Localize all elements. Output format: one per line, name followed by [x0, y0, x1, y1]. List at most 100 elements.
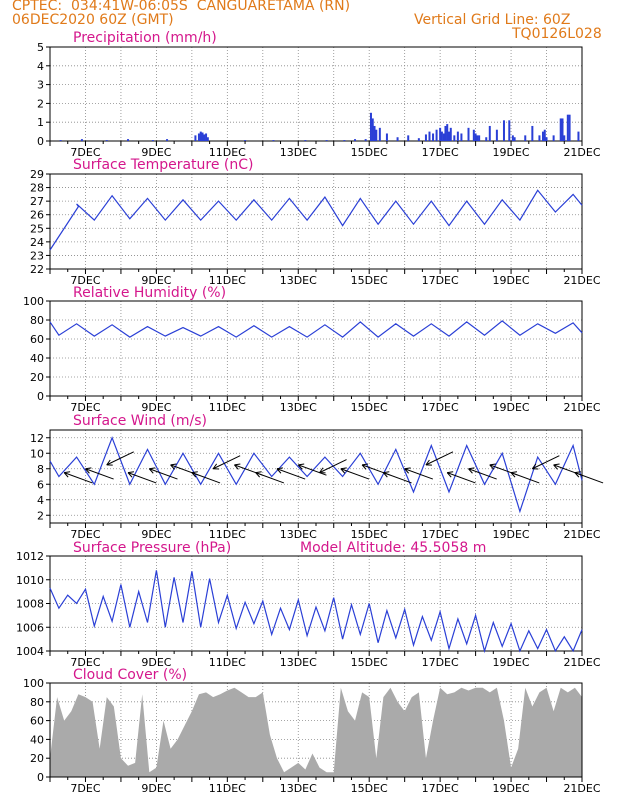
wind-arrow — [212, 455, 241, 470]
x-tick-label: 7DEC — [70, 146, 100, 159]
y-tick-label: 24 — [30, 236, 44, 249]
x-tick-label: 17DEC — [422, 401, 459, 414]
precip-bar — [538, 135, 541, 141]
x-tick-label: 19DEC — [493, 656, 530, 669]
wind-arrow — [297, 463, 327, 476]
precip-bar — [304, 140, 307, 141]
y-tick-label: 60 — [30, 333, 44, 346]
y-tick-label: 4 — [37, 494, 44, 507]
wind-arrow — [425, 451, 454, 466]
wind-arrow-shaft — [255, 472, 285, 484]
wind-arrow-head — [298, 463, 305, 466]
precip-bar — [385, 133, 388, 141]
y-tick-label: 29 — [30, 168, 44, 181]
y-tick-label: 1004 — [16, 645, 44, 658]
wind-arrow-head — [340, 468, 346, 474]
x-tick-label: 7DEC — [70, 274, 100, 287]
wind-arrow-head — [447, 471, 454, 474]
y-tick-label: 8 — [37, 463, 44, 476]
wind-arrow-head — [510, 471, 518, 474]
precip-bar — [449, 127, 452, 141]
precip-bar — [559, 118, 562, 141]
x-tick-label: 19DEC — [493, 782, 530, 795]
precip-bar — [105, 140, 108, 141]
wind-arrow-shaft — [574, 472, 604, 484]
cloud-area — [50, 687, 582, 777]
precip-bar — [543, 129, 546, 141]
panel-3 — [46, 300, 583, 401]
y-tick-label: 28 — [30, 182, 44, 195]
plot-frame — [49, 173, 583, 270]
y-tick-label: 25 — [30, 222, 44, 235]
precip-bar — [417, 138, 420, 141]
wind-arrow-head — [64, 471, 71, 474]
precip-bar — [199, 131, 202, 141]
wind-arrow — [404, 467, 434, 480]
x-tick-label: 11DEC — [209, 656, 246, 669]
wind-arrow — [85, 467, 114, 480]
x-tick-label: 7DEC — [70, 656, 100, 669]
x-tick-label: 19DEC — [493, 274, 530, 287]
y-tick-label: 20 — [30, 371, 44, 384]
precip-bar — [474, 133, 477, 141]
precip-bar — [244, 140, 247, 141]
precip-bar — [456, 131, 459, 141]
precip-bar — [373, 125, 376, 141]
wind-arrow-head — [149, 467, 156, 470]
precip-bar — [194, 135, 197, 141]
y-tick-label: 0 — [37, 135, 44, 148]
y-tick-label: 100 — [23, 677, 44, 690]
wind-arrow-shaft — [447, 472, 476, 484]
wind-arrow-shaft — [319, 459, 347, 474]
y-tick-label: 1012 — [16, 550, 44, 563]
panel-title: Surface Pressure (hPa) — [73, 540, 231, 556]
y-tick-label: 100 — [23, 295, 44, 308]
series-line — [49, 189, 583, 251]
wind-arrow-head — [255, 472, 261, 478]
precip-bar — [488, 125, 491, 141]
wind-arrow-shaft — [127, 472, 157, 484]
wind-arrow-head — [276, 468, 282, 474]
wind-arrow — [383, 471, 412, 484]
wind-arrow-shaft — [64, 472, 93, 484]
wind-arrow-head — [319, 467, 324, 473]
precip-bar — [127, 139, 130, 141]
panel-1 — [46, 46, 583, 146]
wind-arrow — [106, 451, 134, 466]
x-tick-label: 15DEC — [351, 528, 388, 541]
wind-arrow-head — [63, 472, 69, 478]
y-tick-label: 0 — [37, 390, 44, 403]
precip-bar — [446, 124, 449, 141]
x-tick-label: 9DEC — [141, 274, 171, 287]
y-tick-label: 20 — [30, 752, 44, 765]
y-tick-label: 1006 — [16, 621, 44, 634]
panel-4 — [46, 429, 604, 528]
wind-arrow — [446, 471, 476, 484]
precip-bar — [201, 132, 204, 141]
y-tick-label: 6 — [37, 478, 44, 491]
plot-frame — [49, 682, 583, 778]
precip-bar — [561, 118, 564, 141]
x-tick-label: 11DEC — [209, 528, 246, 541]
run-code: TQ0126L028 — [512, 26, 602, 42]
precip-bar — [325, 140, 328, 141]
precip-bar — [396, 137, 399, 141]
precip-bar — [460, 133, 463, 141]
y-tick-label: 26 — [30, 209, 44, 222]
wind-arrow-head — [468, 467, 475, 470]
y-tick-label: 1010 — [16, 574, 44, 587]
plot-frame — [49, 429, 583, 524]
series-line — [49, 570, 583, 654]
y-tick-label: 23 — [30, 249, 44, 262]
precip-bar — [364, 139, 367, 141]
y-tick-label: 5 — [37, 41, 44, 54]
precip-bar — [59, 140, 62, 141]
wind-arrow — [319, 459, 347, 474]
wind-arrow-head — [425, 459, 430, 466]
wind-arrow — [531, 455, 560, 470]
wind-arrow-shaft — [510, 472, 540, 484]
series-line — [49, 320, 583, 338]
x-tick-label: 19DEC — [493, 528, 530, 541]
wind-arrow — [255, 471, 285, 484]
x-tick-label: 13DEC — [280, 401, 317, 414]
